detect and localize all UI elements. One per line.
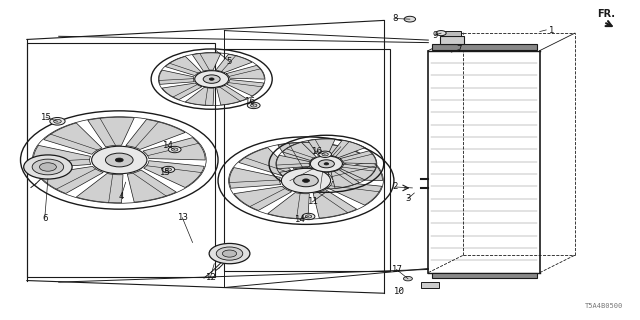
Polygon shape xyxy=(227,80,264,96)
Polygon shape xyxy=(143,138,205,160)
Circle shape xyxy=(209,78,214,80)
Text: 15: 15 xyxy=(159,168,170,177)
Polygon shape xyxy=(328,181,381,205)
Polygon shape xyxy=(301,172,328,188)
Polygon shape xyxy=(38,166,103,194)
Polygon shape xyxy=(165,56,201,76)
Polygon shape xyxy=(216,54,252,73)
Circle shape xyxy=(203,75,220,83)
Text: T5A4B0500: T5A4B0500 xyxy=(584,303,623,309)
Polygon shape xyxy=(234,186,292,211)
Circle shape xyxy=(172,148,178,151)
Circle shape xyxy=(319,151,332,157)
Text: 14: 14 xyxy=(294,215,305,224)
Bar xyxy=(225,49,390,271)
Polygon shape xyxy=(282,142,316,161)
Text: 8: 8 xyxy=(392,14,398,23)
Circle shape xyxy=(250,104,257,107)
Circle shape xyxy=(305,215,312,218)
Text: FR.: FR. xyxy=(597,9,615,19)
Text: 3: 3 xyxy=(405,194,411,203)
Circle shape xyxy=(247,102,260,108)
Bar xyxy=(431,273,537,278)
Circle shape xyxy=(322,153,328,156)
Circle shape xyxy=(404,16,415,22)
Text: 2: 2 xyxy=(392,182,398,191)
Polygon shape xyxy=(162,83,202,100)
Polygon shape xyxy=(230,168,281,188)
Polygon shape xyxy=(33,145,91,169)
Polygon shape xyxy=(276,155,310,169)
Bar xyxy=(431,44,537,50)
Circle shape xyxy=(216,247,243,260)
Circle shape xyxy=(436,31,446,36)
Circle shape xyxy=(40,163,56,171)
Polygon shape xyxy=(280,168,317,183)
Circle shape xyxy=(106,153,133,167)
Circle shape xyxy=(165,168,172,171)
Circle shape xyxy=(24,155,72,179)
Bar xyxy=(27,43,215,277)
Text: 1: 1 xyxy=(548,26,554,35)
Polygon shape xyxy=(308,139,335,156)
Text: 15: 15 xyxy=(40,113,51,122)
Circle shape xyxy=(209,244,250,264)
Circle shape xyxy=(303,179,310,182)
Bar xyxy=(443,31,461,36)
Polygon shape xyxy=(331,170,360,188)
Circle shape xyxy=(403,276,412,281)
Polygon shape xyxy=(216,85,246,105)
Polygon shape xyxy=(340,164,376,180)
Polygon shape xyxy=(268,193,309,219)
Polygon shape xyxy=(278,142,319,169)
Polygon shape xyxy=(340,151,376,164)
Text: 11: 11 xyxy=(307,197,318,206)
Circle shape xyxy=(92,146,147,174)
Circle shape xyxy=(168,146,181,153)
Text: 16: 16 xyxy=(244,97,255,106)
Polygon shape xyxy=(127,170,176,202)
Circle shape xyxy=(318,160,335,168)
Polygon shape xyxy=(44,123,102,154)
Polygon shape xyxy=(330,140,365,158)
Text: 4: 4 xyxy=(118,192,124,201)
Polygon shape xyxy=(126,119,185,149)
Text: 9: 9 xyxy=(432,30,437,39)
Circle shape xyxy=(222,250,237,257)
Polygon shape xyxy=(76,173,123,203)
Polygon shape xyxy=(226,65,264,79)
Circle shape xyxy=(115,158,124,162)
Polygon shape xyxy=(186,87,214,105)
Polygon shape xyxy=(193,53,221,71)
Circle shape xyxy=(282,168,331,193)
Circle shape xyxy=(294,174,318,187)
Circle shape xyxy=(310,156,342,172)
Bar xyxy=(420,282,438,288)
Circle shape xyxy=(54,119,61,123)
Text: 7: 7 xyxy=(456,45,461,54)
Text: 14: 14 xyxy=(161,141,173,150)
Circle shape xyxy=(162,166,175,173)
Circle shape xyxy=(32,159,63,175)
Polygon shape xyxy=(312,145,365,171)
Text: 6: 6 xyxy=(42,214,47,223)
Text: 12: 12 xyxy=(205,273,216,282)
Circle shape xyxy=(50,117,65,125)
Bar xyxy=(440,36,464,44)
Circle shape xyxy=(324,163,329,165)
Text: 5: 5 xyxy=(227,57,232,66)
Polygon shape xyxy=(327,161,383,180)
Text: 17: 17 xyxy=(391,265,402,274)
Polygon shape xyxy=(88,117,134,147)
Text: 10: 10 xyxy=(394,287,404,296)
Circle shape xyxy=(302,213,315,220)
Text: 13: 13 xyxy=(177,213,188,222)
Polygon shape xyxy=(313,189,356,218)
Circle shape xyxy=(195,71,228,88)
Polygon shape xyxy=(144,161,204,188)
Polygon shape xyxy=(239,148,291,176)
Text: 16: 16 xyxy=(310,147,322,156)
Polygon shape xyxy=(159,70,195,84)
